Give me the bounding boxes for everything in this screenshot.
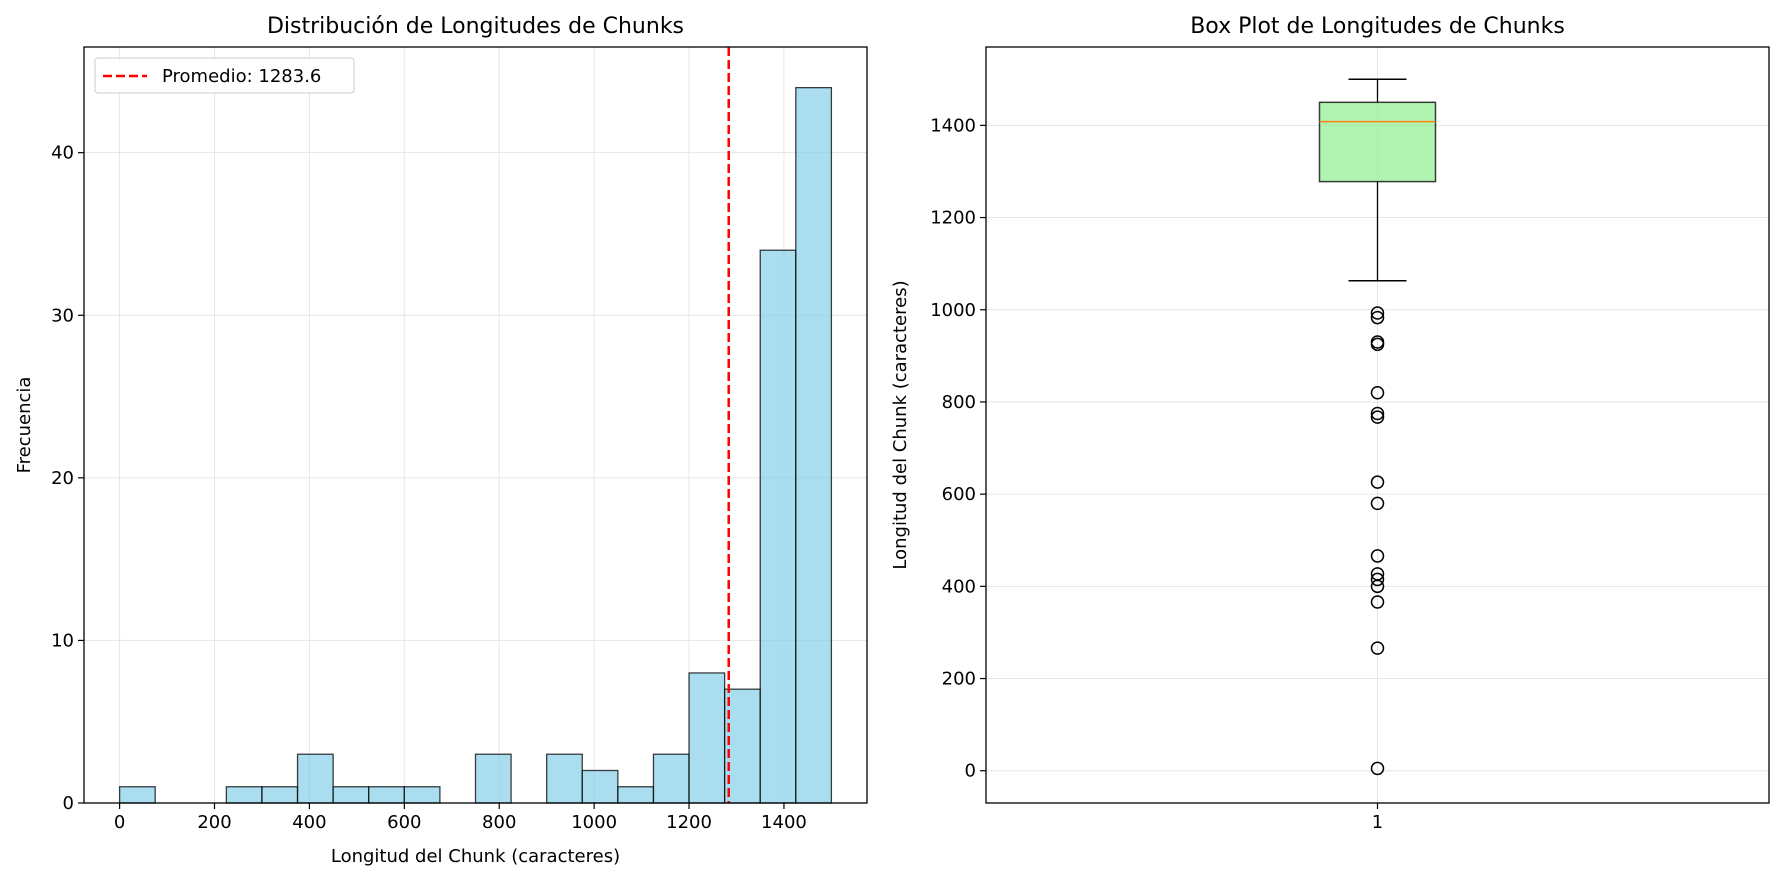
histogram-y-axis-label: Frecuencia bbox=[14, 377, 35, 474]
iqr-box bbox=[1318, 101, 1437, 183]
outlier-point bbox=[1370, 385, 1385, 400]
legend-box bbox=[94, 57, 355, 94]
histogram-bar bbox=[617, 786, 655, 804]
histogram-bar bbox=[546, 753, 583, 804]
histogram-x-tick-label: 1000 bbox=[571, 812, 617, 833]
histogram-x-tick-label: 600 bbox=[387, 812, 421, 833]
histogram-bar bbox=[368, 786, 405, 804]
boxplot-y-tick-label: 1200 bbox=[930, 208, 976, 229]
histogram-x-axis-label: Longitud del Chunk (caracteres) bbox=[331, 846, 620, 867]
outlier-point bbox=[1370, 310, 1385, 325]
boxplot-y-tick-label: 0 bbox=[965, 761, 976, 782]
histogram-x-tick-label: 800 bbox=[482, 812, 516, 833]
boxplot-y-ticks: 0 200 400 600 800 1000 1200 1400 bbox=[930, 115, 986, 782]
outlier-point bbox=[1370, 761, 1385, 776]
outlier-point bbox=[1370, 641, 1385, 655]
outlier-point bbox=[1370, 410, 1385, 424]
outlier-point bbox=[1370, 567, 1385, 581]
histogram-bar bbox=[723, 688, 761, 804]
histogram-bar bbox=[688, 672, 726, 804]
outlier-point bbox=[1370, 549, 1385, 563]
histogram-bar bbox=[759, 249, 797, 804]
boxplot-outliers bbox=[1370, 306, 1385, 776]
histogram-bar bbox=[474, 753, 512, 804]
histogram-x-tick-label: 1200 bbox=[666, 812, 712, 833]
boxplot-panel: 0 200 400 600 800 1000 1200 1400 1 Box Plot de … bbox=[890, 14, 1770, 833]
histogram-bar bbox=[795, 86, 833, 804]
boxplot-y-tick-label: 1400 bbox=[930, 115, 976, 136]
boxplot-y-axis-label: Longitud del Chunk (caracteres) bbox=[890, 280, 911, 569]
histogram-bar bbox=[652, 753, 690, 804]
boxplot-elements bbox=[1318, 78, 1437, 282]
boxplot-x-ticks: 1 bbox=[1372, 803, 1383, 833]
histogram-bar bbox=[261, 786, 299, 804]
histogram-x-tick-label: 400 bbox=[292, 812, 326, 833]
histogram-y-tick-label: 10 bbox=[51, 630, 74, 651]
histogram-legend: Promedio: 1283.6 bbox=[94, 57, 355, 94]
histogram-y-tick-label: 40 bbox=[51, 143, 74, 164]
boxplot-y-tick-label: 1000 bbox=[930, 300, 976, 321]
boxplot-grid bbox=[986, 47, 1769, 803]
histogram-x-ticks: 0 200 400 600 800 1000 1200 1400 bbox=[114, 803, 807, 833]
histogram-y-ticks: 0 10 20 30 40 bbox=[51, 143, 84, 814]
outlier-point bbox=[1370, 496, 1385, 511]
histogram-bar bbox=[403, 786, 441, 804]
histogram-bar bbox=[296, 753, 334, 804]
boxplot-y-tick-label: 800 bbox=[942, 392, 976, 413]
outlier-point bbox=[1370, 406, 1385, 421]
histogram-title: Distribución de Longitudes de Chunks bbox=[267, 14, 684, 39]
histogram-x-tick-label: 0 bbox=[114, 812, 125, 833]
histogram-bar bbox=[225, 786, 263, 804]
histogram-bar bbox=[118, 786, 156, 804]
histogram-bar bbox=[332, 786, 370, 804]
histogram-x-tick-label: 1400 bbox=[761, 812, 807, 833]
histogram-y-tick-label: 0 bbox=[63, 793, 74, 814]
histogram-x-tick-label: 200 bbox=[197, 812, 231, 833]
histogram-bars bbox=[118, 86, 833, 804]
boxplot-y-tick-label: 200 bbox=[942, 669, 976, 690]
histogram-y-tick-label: 30 bbox=[51, 305, 74, 326]
histogram-bar bbox=[581, 769, 619, 804]
boxplot-y-tick-label: 400 bbox=[942, 576, 976, 597]
outlier-point bbox=[1370, 335, 1385, 349]
outlier-point bbox=[1370, 572, 1385, 587]
boxplot-title: Box Plot de Longitudes de Chunks bbox=[1190, 14, 1565, 39]
legend-mean-label: Promedio: 1283.6 bbox=[162, 66, 321, 87]
outlier-point bbox=[1370, 595, 1385, 609]
outlier-point bbox=[1370, 306, 1385, 320]
boxplot-x-tick-label: 1 bbox=[1372, 812, 1383, 833]
boxplot-y-tick-label: 600 bbox=[942, 484, 976, 505]
outlier-point bbox=[1370, 475, 1385, 489]
histogram-y-tick-label: 20 bbox=[51, 468, 74, 489]
histogram-grid bbox=[84, 47, 867, 804]
histogram-panel: 0 200 400 600 800 1000 1200 1400 0 10 20 30 40 Dist… bbox=[14, 14, 868, 867]
histogram-plot-frame bbox=[83, 46, 868, 804]
